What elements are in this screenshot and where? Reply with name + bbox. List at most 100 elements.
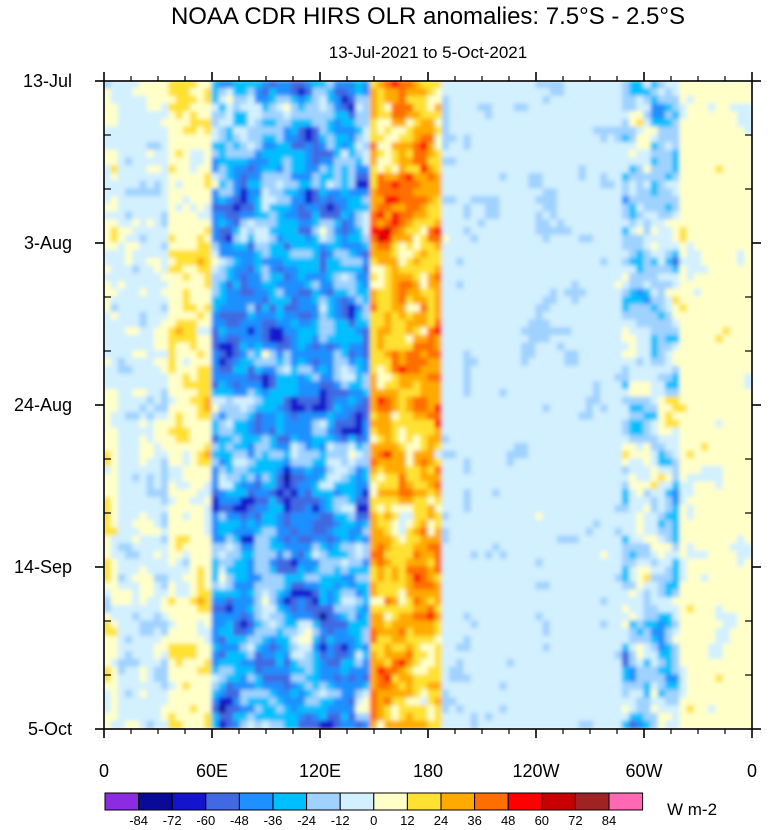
anomaly-cell (254, 466, 263, 476)
anomaly-cell (672, 381, 681, 391)
anomaly-cell (132, 95, 141, 105)
anomaly-cell (362, 404, 371, 414)
anomaly-cell (449, 327, 458, 337)
anomaly-cell (578, 365, 587, 375)
anomaly-cell (161, 481, 170, 491)
anomaly-cell (125, 504, 134, 514)
anomaly-cell (513, 172, 523, 182)
anomaly-cell (398, 196, 407, 206)
anomaly-cell (305, 81, 314, 90)
anomaly-cell (413, 388, 422, 398)
anomaly-cell (593, 466, 602, 476)
anomaly-cell (506, 350, 515, 360)
anomaly-cell (657, 412, 667, 422)
anomaly-cell (117, 219, 127, 229)
anomaly-cell (369, 427, 379, 437)
anomaly-cell (204, 358, 213, 368)
anomaly-cell (333, 334, 343, 344)
anomaly-cell (175, 419, 184, 429)
anomaly-cell (384, 234, 393, 244)
anomaly-cell (297, 419, 307, 429)
anomaly-cell (110, 81, 119, 90)
anomaly-cell (427, 327, 436, 337)
anomaly-cell (211, 373, 220, 383)
anomaly-cell (168, 234, 177, 244)
anomaly-cell (110, 180, 119, 190)
anomaly-cell (362, 458, 371, 468)
anomaly-cell (146, 95, 155, 105)
anomaly-cell (225, 196, 235, 206)
anomaly-cell (225, 149, 235, 159)
anomaly-cell (413, 180, 422, 190)
anomaly-cell (276, 489, 285, 499)
anomaly-cell (463, 311, 472, 321)
anomaly-cell (110, 226, 119, 236)
anomaly-cell (513, 265, 523, 275)
anomaly-cell (701, 388, 710, 398)
anomaly-cell (499, 265, 508, 275)
anomaly-cell (225, 427, 235, 437)
anomaly-cell (355, 142, 364, 152)
anomaly-cell (211, 126, 220, 136)
anomaly-cell (513, 327, 523, 337)
anomaly-cell (341, 103, 350, 113)
anomaly-cell (693, 350, 703, 360)
anomaly-cell (182, 350, 191, 360)
anomaly-cell (319, 388, 328, 398)
anomaly-cell (621, 157, 631, 167)
anomaly-cell (305, 257, 314, 267)
anomaly-cell (197, 196, 206, 206)
anomaly-cell (549, 126, 559, 136)
anomaly-cell (391, 412, 400, 422)
anomaly-cell (146, 172, 155, 182)
anomaly-cell (506, 126, 515, 136)
anomaly-cell (355, 342, 364, 352)
anomaly-cell (528, 211, 537, 221)
anomaly-cell (276, 304, 285, 314)
anomaly-cell (672, 280, 681, 290)
anomaly-cell (485, 118, 494, 128)
anomaly-cell (629, 234, 638, 244)
anomaly-cell (211, 435, 220, 445)
anomaly-cell (254, 134, 263, 144)
anomaly-cell (182, 203, 191, 213)
anomaly-cell (636, 381, 645, 391)
anomaly-cell (413, 203, 422, 213)
anomaly-cell (449, 396, 458, 406)
anomaly-cell (578, 388, 587, 398)
anomaly-cell (413, 134, 422, 144)
anomaly-cell (434, 365, 443, 375)
anomaly-cell (535, 404, 544, 414)
anomaly-cell (672, 466, 681, 476)
anomaly-cell (146, 504, 155, 514)
anomaly-cell (434, 327, 443, 337)
anomaly-cell (521, 319, 530, 329)
anomaly-cell (434, 226, 443, 236)
anomaly-cell (715, 327, 724, 337)
anomaly-cell (247, 450, 256, 460)
anomaly-cell (643, 273, 652, 283)
anomaly-cell (117, 365, 127, 375)
anomaly-cell (146, 142, 155, 152)
anomaly-cell (715, 442, 724, 452)
anomaly-cell (578, 180, 587, 190)
anomaly-cell (233, 450, 242, 460)
anomaly-cell (665, 118, 674, 128)
anomaly-cell (672, 396, 681, 406)
anomaly-cell (362, 396, 371, 406)
anomaly-cell (744, 427, 752, 437)
anomaly-cell (564, 172, 573, 182)
anomaly-cell (686, 88, 695, 98)
anomaly-cell (161, 334, 170, 344)
anomaly-cell (333, 427, 343, 437)
anomaly-cell (290, 157, 299, 167)
anomaly-cell (506, 265, 515, 275)
anomaly-cell (420, 396, 429, 406)
anomaly-cell (693, 388, 703, 398)
anomaly-cell (621, 412, 631, 422)
anomaly-cell (398, 334, 407, 344)
anomaly-cell (233, 396, 242, 406)
anomaly-cell (110, 134, 119, 144)
anomaly-cell (499, 180, 508, 190)
anomaly-cell (125, 388, 134, 398)
